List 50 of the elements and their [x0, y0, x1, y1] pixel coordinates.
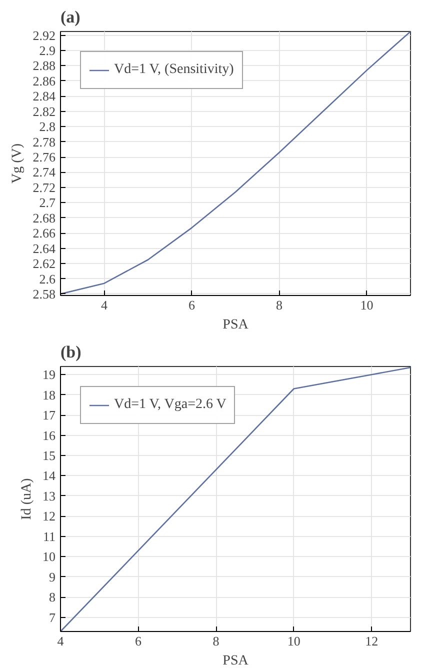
y-tick-label: 14 — [42, 468, 56, 484]
y-tick-label: 13 — [42, 488, 56, 504]
legend-label: Vd=1 V, Vga=2.6 V — [114, 397, 226, 413]
y-tick-label: 11 — [42, 528, 56, 544]
y-tick-label: 2.9 — [39, 43, 56, 58]
y-tick-label: 2.86 — [32, 73, 56, 88]
y-tick-label: 2.68 — [32, 210, 56, 226]
y-tick-label: 12 — [42, 508, 56, 524]
x-axis-title: PSA — [222, 654, 250, 668]
y-tick-label: 10 — [42, 549, 56, 564]
y-tick-label: 2.82 — [32, 104, 56, 119]
y-tick-label: 17 — [42, 408, 56, 423]
y-tick-label: 2.74 — [32, 164, 56, 180]
x-tick-label: 4 — [101, 298, 108, 312]
y-tick-label: 2.64 — [32, 240, 56, 256]
x-tick-label: 6 — [135, 634, 142, 648]
y-tick-label: 2.84 — [32, 88, 56, 104]
y-axis-title: Id (uA) — [20, 478, 34, 520]
y-tick-label: 7 — [49, 610, 56, 625]
x-tick-label: 12 — [365, 634, 378, 648]
y-tick-label: 2.76 — [32, 150, 56, 165]
y-tick-label: 2.66 — [32, 226, 56, 241]
y-tick-label: 2.7 — [39, 195, 56, 210]
line-series — [60, 366, 410, 632]
chart-title: (b) — [60, 342, 82, 362]
y-tick-label: 19 — [42, 367, 56, 382]
y-tick-label: 8 — [49, 590, 56, 605]
line-series — [60, 32, 410, 295]
x-tick-label: 4 — [57, 634, 64, 648]
y-tick-label: 2.88 — [32, 58, 56, 74]
x-tick-label: 8 — [212, 634, 220, 648]
y-tick-label: 15 — [42, 448, 56, 464]
y-tick-label: 2.72 — [32, 180, 56, 195]
legend-label: Vd=1 V, (Sensitivity) — [114, 62, 234, 78]
x-tick-label: 6 — [188, 298, 196, 312]
x-tick-label: 8 — [276, 298, 282, 312]
y-tick-label: 2.92 — [32, 28, 56, 43]
x-tick-label: 10 — [287, 634, 300, 648]
y-tick-label: 2.6 — [39, 271, 56, 286]
y-tick-label: 18 — [42, 387, 56, 402]
y-tick-label: 2.78 — [32, 134, 56, 150]
x-axis-title: PSA — [222, 318, 250, 332]
y-tick-label: 2.58 — [32, 286, 56, 302]
y-tick-label: 2.62 — [32, 256, 56, 272]
y-tick-label: 9 — [49, 569, 56, 584]
y-tick-label: 2.8 — [39, 119, 56, 134]
chart-title: (a) — [60, 8, 80, 26]
y-tick-label: 16 — [42, 428, 56, 443]
y-axis-title: Vg (V) — [10, 143, 25, 184]
x-tick-label: 10 — [360, 298, 374, 312]
